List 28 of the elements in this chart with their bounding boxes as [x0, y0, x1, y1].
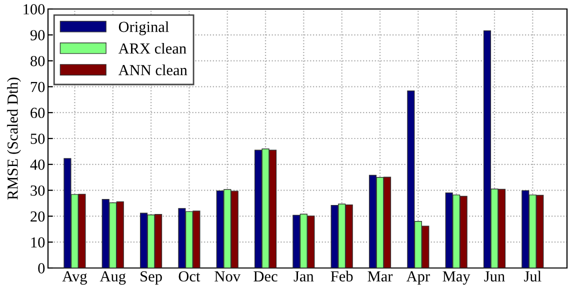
y-tick-label: 70: [30, 82, 45, 92]
y-tick-label: 40: [30, 160, 45, 170]
legend-label: ANN clean: [118, 64, 188, 76]
y-tick-label: 0: [38, 263, 45, 274]
x-tick-label: Jul: [524, 270, 542, 282]
y-axis-title: RMSE (Scaled Dth): [7, 78, 21, 200]
x-tick-label: Oct: [178, 271, 200, 282]
x-tick-label: Avg: [62, 271, 88, 285]
x-tick-label: Jan: [294, 271, 314, 282]
y-tick-label: 50: [30, 134, 45, 144]
legend-label: ARX clean: [118, 42, 186, 54]
y-tick-label: 30: [30, 185, 45, 196]
x-tick-label: Nov: [214, 271, 241, 282]
y-tick-label: 100: [24, 4, 45, 14]
x-tick-label: Aug: [100, 271, 126, 285]
x-tick-label: May: [442, 271, 470, 285]
x-tick-label: Sep: [140, 271, 162, 285]
x-tick-label: Jun: [484, 271, 505, 282]
x-tick-label: Feb: [330, 270, 353, 282]
y-tick-label: 80: [30, 56, 45, 66]
y-tick-label: 20: [30, 211, 45, 222]
y-tick-label: 60: [30, 108, 45, 118]
y-tick-label: 90: [30, 30, 45, 40]
x-tick-label: Mar: [368, 271, 393, 282]
y-tick-label: 10: [31, 237, 45, 248]
legend-label: Original: [118, 21, 169, 36]
x-tick-label: Dec: [254, 271, 278, 282]
x-tick-label: Apr: [406, 271, 430, 285]
